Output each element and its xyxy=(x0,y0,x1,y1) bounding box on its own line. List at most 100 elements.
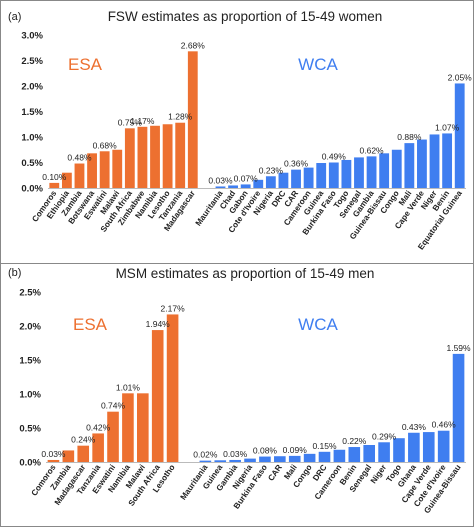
y-tick-label: 0.5% xyxy=(19,424,41,435)
bar-1-1 xyxy=(214,460,227,462)
bar-0-7 xyxy=(151,330,164,462)
y-tick-label: 1.5% xyxy=(19,356,41,367)
bar-0-1 xyxy=(61,172,72,188)
data-label: 0.42% xyxy=(86,422,111,432)
bar-0-5 xyxy=(112,149,123,188)
bar-1-0 xyxy=(215,186,226,188)
y-tick-label: 2.5% xyxy=(19,288,41,299)
data-label: 1.94% xyxy=(146,319,171,329)
data-label: 0.46% xyxy=(432,420,457,430)
y-tick-label: 1.5% xyxy=(21,107,43,118)
data-label: 0.29% xyxy=(372,431,397,441)
data-label: 0.10% xyxy=(42,172,67,182)
data-label: 0.36% xyxy=(284,159,309,169)
bar-1-6 xyxy=(288,455,301,462)
bar-1-4 xyxy=(259,456,271,462)
data-label: 0.03% xyxy=(223,449,248,459)
data-label: 0.68% xyxy=(93,140,118,150)
bar-1-9 xyxy=(333,449,346,462)
bar-0-2 xyxy=(74,163,85,188)
y-tick-label: 1.0% xyxy=(19,390,41,401)
bar-1-15 xyxy=(404,143,415,188)
bar-1-9 xyxy=(328,162,339,188)
bar-1-13 xyxy=(379,153,390,188)
bar-1-5 xyxy=(274,456,286,462)
bar-1-2 xyxy=(229,459,241,462)
y-tick-label: 2.0% xyxy=(21,82,43,93)
bar-0-8 xyxy=(166,314,179,462)
bar-0-3 xyxy=(87,153,97,188)
data-label: 2.05% xyxy=(448,72,473,82)
bar-1-16 xyxy=(417,139,427,188)
y-tick-label: 2.5% xyxy=(21,56,43,67)
data-label: 2.68% xyxy=(181,40,206,50)
panel-b-group-label-wca: WCA xyxy=(298,315,338,334)
bar-0-0 xyxy=(47,459,60,462)
data-label: 0.09% xyxy=(283,445,308,455)
bar-1-18 xyxy=(442,133,453,188)
bar-1-12 xyxy=(366,156,377,188)
bar-1-16 xyxy=(437,430,450,462)
bar-1-3 xyxy=(253,179,264,188)
data-label: 0.49% xyxy=(322,152,347,162)
bar-1-11 xyxy=(363,445,375,462)
bar-1-15 xyxy=(422,432,435,462)
bar-1-5 xyxy=(278,172,289,188)
bar-1-19 xyxy=(454,83,465,188)
bar-1-7 xyxy=(303,453,316,462)
data-label: 0.74% xyxy=(101,401,126,411)
bar-1-6 xyxy=(291,169,301,188)
bar-1-4 xyxy=(265,176,276,188)
panel-a: (a) FSW estimates as proportion of 15-49… xyxy=(8,9,472,252)
panel-b-title: MSM estimates as proportion of 15-49 men xyxy=(116,266,375,281)
data-label: 0.07% xyxy=(234,173,259,183)
data-label: 1.07% xyxy=(435,122,460,132)
bar-0-11 xyxy=(187,51,198,188)
data-label: 0.88% xyxy=(397,132,422,142)
panel-b-group-label-esa: ESA xyxy=(73,315,108,334)
data-label: 0.15% xyxy=(312,441,337,451)
bar-1-8 xyxy=(316,163,327,188)
bar-0-8 xyxy=(150,125,160,188)
bar-0-4 xyxy=(99,151,110,188)
bar-0-10 xyxy=(175,122,186,188)
bar-1-3 xyxy=(244,458,256,462)
bar-1-11 xyxy=(354,157,364,188)
bar-1-1 xyxy=(228,185,238,188)
bar-1-10 xyxy=(348,447,361,462)
data-label: 1.28% xyxy=(168,112,193,122)
y-tick-label: 0.0% xyxy=(19,458,41,469)
bar-1-17 xyxy=(429,134,440,188)
panel-b-frame xyxy=(0,263,474,527)
y-tick-label: 1.0% xyxy=(21,133,43,144)
bar-1-8 xyxy=(318,451,331,462)
y-tick-label: 0.0% xyxy=(21,184,43,195)
data-label: 0.48% xyxy=(67,153,92,163)
panel-a-group-label-wca: WCA xyxy=(298,55,338,74)
panel-a-label: (a) xyxy=(8,11,21,23)
bar-1-12 xyxy=(378,442,390,462)
data-label: 0.75% xyxy=(118,117,143,127)
bar-1-2 xyxy=(240,184,251,188)
bar-0-1 xyxy=(62,450,75,462)
data-label: 0.03% xyxy=(41,449,66,459)
panel-b-label: (b) xyxy=(8,267,21,279)
bar-0-9 xyxy=(162,124,173,188)
data-label: 0.62% xyxy=(360,145,385,155)
bar-0-7 xyxy=(137,126,148,188)
data-label: 0.43% xyxy=(402,422,427,432)
bar-0-2 xyxy=(77,445,90,462)
data-label: 0.03% xyxy=(208,175,233,185)
data-label: 1.17% xyxy=(130,116,155,126)
bar-1-14 xyxy=(408,432,420,462)
bar-0-5 xyxy=(122,393,134,462)
data-label: 0.08% xyxy=(253,446,278,456)
bar-1-0 xyxy=(199,460,212,462)
bar-1-7 xyxy=(303,167,314,188)
data-label: 2.17% xyxy=(161,303,186,313)
panel-a-title: FSW estimates as proportion of 15-49 wom… xyxy=(108,9,383,24)
bar-1-14 xyxy=(391,149,402,188)
data-label: 1.59% xyxy=(446,343,471,353)
